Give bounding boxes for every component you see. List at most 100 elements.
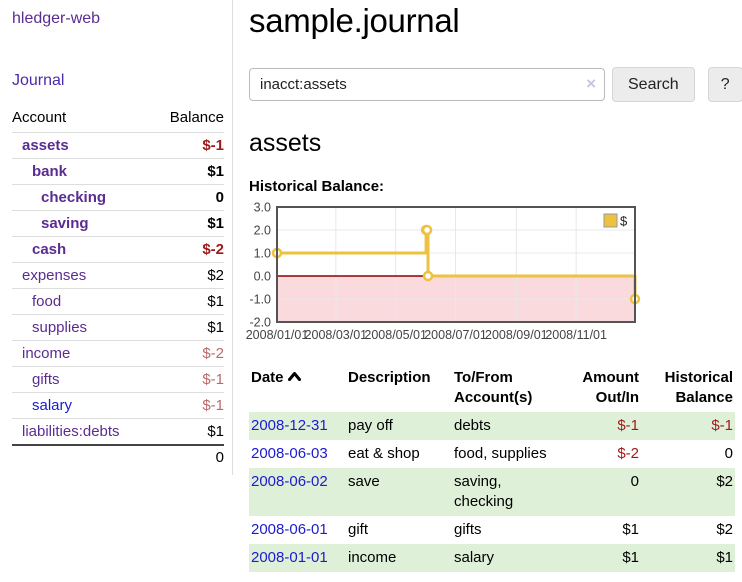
sort-ascending-icon	[287, 372, 301, 381]
page-title: sample.journal	[249, 2, 460, 39]
historical-balance-chart: 3.0 2.0 1.0 0.0 -1.0 -2.0 2008/01/01 2008/03/01…	[246, 201, 742, 349]
accounts-table: Account Balance assets $-1 bank	[12, 106, 224, 469]
account-balance: $1	[152, 314, 224, 341]
account-row: bank $1	[12, 158, 224, 185]
account-link[interactable]: liabilities:debts	[22, 423, 120, 440]
transaction-description: income	[348, 549, 397, 566]
svg-text:2008/09/01: 2008/09/01	[485, 328, 548, 342]
account-balance: $-2	[152, 236, 224, 263]
transaction-amount: 0	[630, 473, 639, 490]
account-link[interactable]: supplies	[32, 319, 88, 336]
transaction-balance: $1	[716, 549, 733, 566]
transaction-description: eat & shop	[348, 445, 420, 462]
accounts-total: 0	[152, 444, 224, 469]
transaction-description: gift	[348, 521, 369, 538]
transaction-accounts: salary	[454, 549, 495, 566]
chart-heading: Historical Balance:	[249, 178, 385, 195]
account-balance: $-2	[152, 340, 224, 367]
transaction-accounts: gifts	[454, 521, 482, 538]
sidebar-item-journal[interactable]: Journal	[12, 72, 65, 89]
transaction-balance: $-1	[711, 417, 733, 434]
account-row: gifts $-1	[12, 366, 224, 393]
svg-text:3.0: 3.0	[254, 201, 271, 215]
transaction-balance: $2	[716, 521, 733, 538]
account-balance: $2	[152, 262, 224, 289]
transaction-accounts: saving, checking	[454, 473, 514, 510]
register-header-amount: Amount Out/In	[582, 369, 639, 406]
brand-link[interactable]: hledger-web	[12, 10, 101, 27]
transaction-amount: $1	[622, 549, 639, 566]
transaction-row: 2008-06-02 save saving, checking 0 $2	[249, 468, 735, 516]
transaction-balance: $2	[716, 473, 733, 490]
register-table: Date Description To/From Account(s) Amou…	[249, 365, 735, 572]
svg-text:-2.0: -2.0	[249, 316, 271, 330]
transaction-date-link[interactable]: 2008-06-01	[251, 521, 328, 538]
transaction-date-link[interactable]: 2008-01-01	[251, 549, 328, 566]
transaction-row: 2008-12-31 pay off debts $-1 $-1	[249, 412, 735, 440]
account-balance: $-1	[202, 137, 224, 154]
account-link[interactable]: income	[22, 345, 71, 362]
svg-text:2008/01/01: 2008/01/01	[246, 328, 309, 342]
account-balance: $1	[152, 210, 224, 237]
account-link[interactable]: bank	[32, 163, 68, 180]
transaction-balance: 0	[724, 445, 733, 462]
account-row: expenses $2	[12, 262, 224, 289]
transaction-date-link[interactable]: 2008-06-03	[251, 445, 328, 462]
account-balance: $1	[152, 158, 224, 185]
accounts-header-row: Account Balance	[12, 106, 224, 133]
sidebar: hledger-web Journal Account Balance asse…	[0, 0, 233, 475]
account-row: supplies $1	[12, 314, 224, 341]
register-header-row: Date Description To/From Account(s) Amou…	[249, 365, 735, 412]
svg-text:-1.0: -1.0	[249, 293, 271, 307]
search-box: ×	[249, 68, 605, 101]
register-header-accounts: To/From Account(s)	[454, 369, 533, 406]
transaction-accounts: debts	[454, 417, 491, 434]
search-input[interactable]	[249, 68, 605, 101]
account-heading: assets	[249, 129, 322, 157]
account-row: food $1	[12, 288, 224, 315]
help-button[interactable]: ?	[707, 67, 742, 102]
account-row: cash $-2	[12, 236, 224, 263]
transaction-date-link[interactable]: 2008-06-02	[251, 473, 328, 490]
account-link[interactable]: checking	[41, 189, 107, 206]
account-row: assets $-1	[12, 133, 224, 159]
search-bar: × Search ?	[249, 67, 742, 102]
svg-text:2.0: 2.0	[254, 224, 271, 238]
account-row: saving $1	[12, 210, 224, 237]
account-row: salary $-1	[12, 392, 224, 419]
svg-text:2008/03/01: 2008/03/01	[305, 328, 368, 342]
transaction-date-link[interactable]: 2008-12-31	[251, 417, 328, 434]
register-header-balance: Historical Balance	[664, 369, 733, 406]
account-row: income $-2	[12, 340, 224, 367]
main-content: sample.journal × Search ? assets Histori…	[233, 0, 742, 576]
svg-text:2008/07/01: 2008/07/01	[424, 328, 487, 342]
account-link[interactable]: cash	[32, 241, 67, 258]
search-button[interactable]: Search	[612, 67, 695, 102]
svg-text:0.0: 0.0	[254, 270, 271, 284]
svg-text:2008/05/01: 2008/05/01	[364, 328, 427, 342]
transaction-amount: $-2	[617, 445, 639, 462]
clear-search-icon[interactable]: ×	[586, 74, 596, 93]
account-link[interactable]: assets	[22, 137, 69, 154]
account-row: checking 0	[12, 184, 224, 211]
account-link[interactable]: gifts	[32, 371, 60, 388]
register-header-date[interactable]: Date	[249, 365, 346, 412]
accounts-header-account: Account	[12, 106, 153, 133]
account-link[interactable]: food	[32, 293, 62, 310]
account-link[interactable]: expenses	[22, 267, 87, 284]
account-balance: $-1	[152, 366, 224, 393]
svg-text:2008/11/01: 2008/11/01	[545, 328, 607, 342]
transaction-amount: $1	[622, 521, 639, 538]
account-balance: 0	[152, 184, 224, 211]
account-row: liabilities:debts $1	[12, 418, 224, 445]
accounts-total-row: 0	[12, 444, 224, 469]
transaction-row: 2008-06-03 eat & shop food, supplies $-2…	[249, 440, 735, 468]
transaction-accounts: food, supplies	[454, 445, 547, 462]
account-balance: $-1	[152, 392, 224, 419]
svg-text:1.0: 1.0	[254, 247, 271, 261]
account-link[interactable]: salary	[32, 397, 73, 414]
account-link[interactable]: saving	[41, 215, 89, 232]
svg-text:$: $	[620, 214, 628, 229]
account-balance: $1	[152, 288, 224, 315]
